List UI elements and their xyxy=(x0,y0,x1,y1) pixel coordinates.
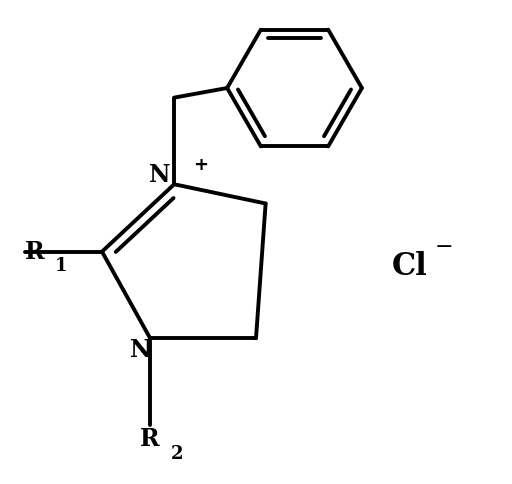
Text: 2: 2 xyxy=(170,445,183,463)
Text: N: N xyxy=(130,338,152,363)
Text: Cl: Cl xyxy=(392,251,428,282)
Text: R: R xyxy=(140,427,160,451)
Text: +: + xyxy=(193,156,208,174)
Text: R: R xyxy=(25,240,45,264)
Text: 1: 1 xyxy=(55,257,68,275)
Text: N: N xyxy=(149,163,170,187)
Text: −: − xyxy=(434,237,453,257)
